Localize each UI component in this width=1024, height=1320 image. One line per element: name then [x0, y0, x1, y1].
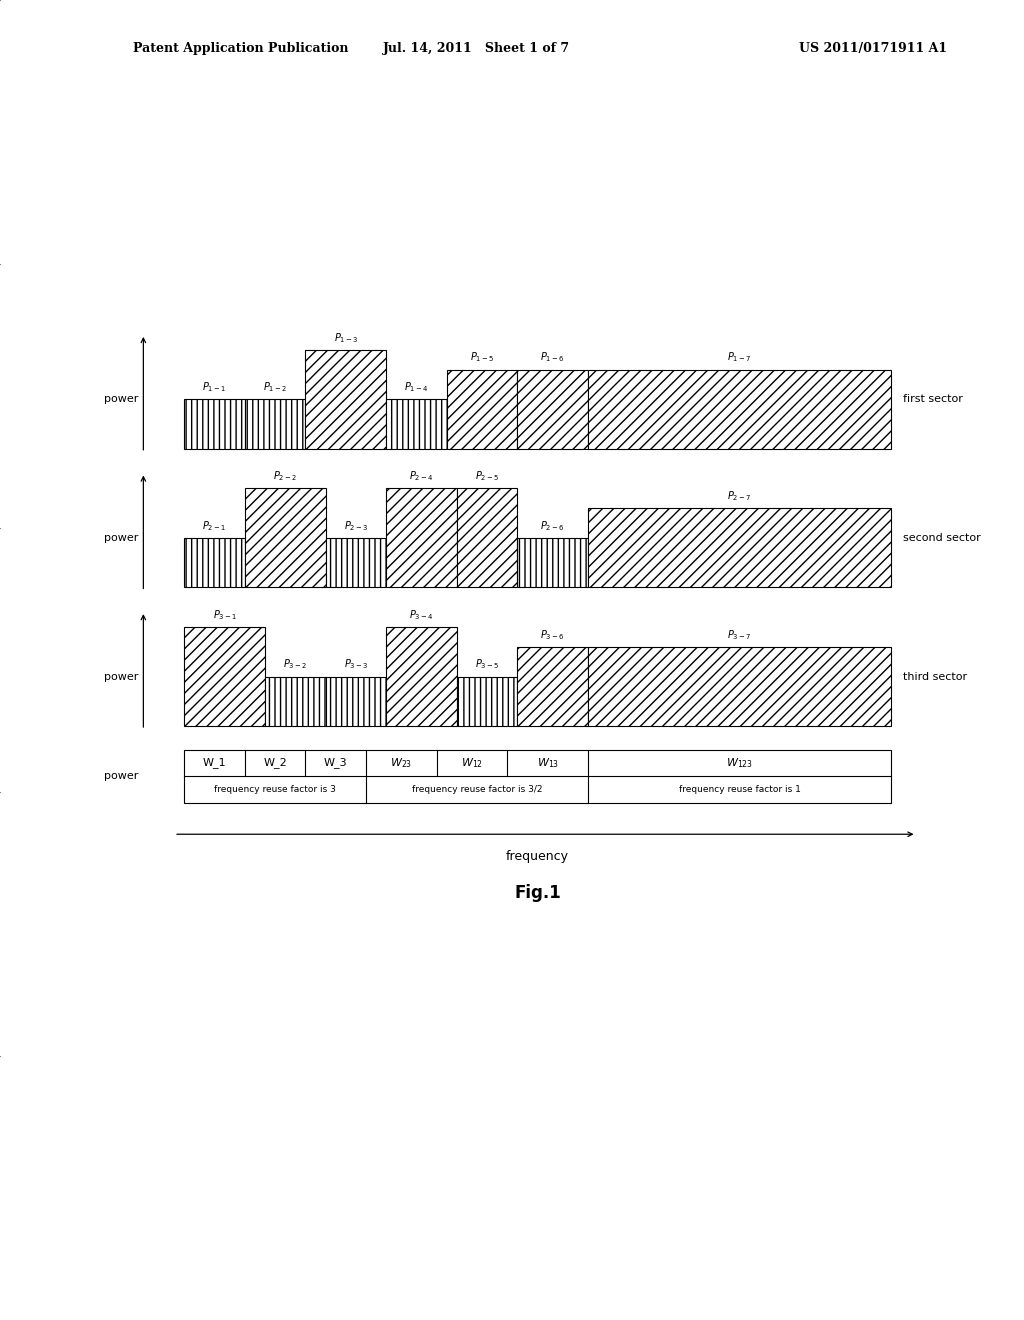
Text: power: power	[103, 533, 138, 543]
Text: US 2011/0171911 A1: US 2011/0171911 A1	[799, 42, 947, 55]
Text: $W_{12}$: $W_{12}$	[461, 756, 483, 770]
Text: W_3: W_3	[324, 758, 347, 768]
Text: $P_{1-1}$: $P_{1-1}$	[203, 380, 226, 393]
Text: Fig.1: Fig.1	[514, 884, 561, 903]
Text: $P_{1-3}$: $P_{1-3}$	[334, 331, 358, 345]
Text: $P_{1-5}$: $P_{1-5}$	[470, 351, 495, 364]
Text: $W_{13}$: $W_{13}$	[537, 756, 559, 770]
Text: $P_{2-7}$: $P_{2-7}$	[727, 490, 752, 503]
Text: frequency: frequency	[506, 850, 569, 863]
Text: Jul. 14, 2011   Sheet 1 of 7: Jul. 14, 2011 Sheet 1 of 7	[383, 42, 569, 55]
Text: frequency reuse factor is 3/2: frequency reuse factor is 3/2	[412, 785, 543, 793]
Text: power: power	[103, 395, 138, 404]
Text: $P_{3-4}$: $P_{3-4}$	[410, 609, 434, 622]
Text: second sector: second sector	[903, 533, 981, 543]
Text: $P_{2-6}$: $P_{2-6}$	[541, 519, 565, 532]
Text: $P_{2-1}$: $P_{2-1}$	[203, 519, 226, 532]
Text: $P_{1-2}$: $P_{1-2}$	[263, 380, 288, 393]
Text: $P_{1-7}$: $P_{1-7}$	[727, 351, 752, 364]
Text: power: power	[103, 771, 138, 781]
Text: first sector: first sector	[903, 395, 963, 404]
Text: $P_{3-6}$: $P_{3-6}$	[541, 628, 565, 642]
Text: $P_{1-4}$: $P_{1-4}$	[404, 380, 429, 393]
Text: $W_{123}$: $W_{123}$	[726, 756, 753, 770]
Text: W_2: W_2	[263, 758, 287, 768]
Text: Patent Application Publication: Patent Application Publication	[133, 42, 348, 55]
Text: $P_{2-5}$: $P_{2-5}$	[475, 470, 500, 483]
Text: W_1: W_1	[203, 758, 226, 768]
Text: $W_{23}$: $W_{23}$	[390, 756, 413, 770]
Text: $P_{1-6}$: $P_{1-6}$	[541, 351, 565, 364]
Text: third sector: third sector	[903, 672, 968, 681]
Text: $P_{3-3}$: $P_{3-3}$	[344, 657, 368, 671]
Text: $P_{3-7}$: $P_{3-7}$	[727, 628, 752, 642]
Text: $P_{3-2}$: $P_{3-2}$	[284, 657, 307, 671]
Text: frequency reuse factor is 3: frequency reuse factor is 3	[214, 785, 336, 793]
Text: $P_{3-5}$: $P_{3-5}$	[475, 657, 500, 671]
Text: power: power	[103, 672, 138, 681]
Text: $P_{2-3}$: $P_{2-3}$	[344, 519, 368, 532]
Text: $P_{2-2}$: $P_{2-2}$	[273, 470, 297, 483]
Text: $P_{3-1}$: $P_{3-1}$	[213, 609, 237, 622]
Text: $P_{2-4}$: $P_{2-4}$	[410, 470, 434, 483]
Text: frequency reuse factor is 1: frequency reuse factor is 1	[679, 785, 801, 793]
